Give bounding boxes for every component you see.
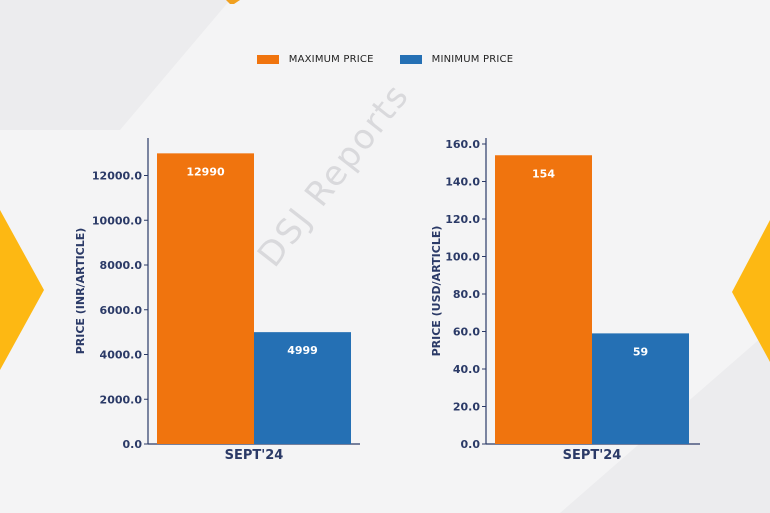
y-tick-label: 120.0 bbox=[445, 213, 480, 226]
bar-data-label: 12990 bbox=[186, 165, 225, 178]
y-axis-title: PRICE (INR/ARTICLE) bbox=[74, 228, 87, 355]
legend-item-max: MAXIMUM PRICE bbox=[256, 54, 374, 65]
x-category-label: SEPT'24 bbox=[225, 448, 284, 463]
y-tick-label: 8000.0 bbox=[100, 259, 143, 272]
y-tick-label: 140.0 bbox=[445, 176, 480, 189]
legend-swatch-min bbox=[399, 55, 422, 64]
x-category-label: SEPT'24 bbox=[563, 448, 622, 463]
bar-data-label: 154 bbox=[532, 167, 555, 180]
y-tick-label: 60.0 bbox=[453, 326, 480, 339]
y-tick-label: 0.0 bbox=[461, 438, 481, 451]
bar-data-label: 4999 bbox=[287, 344, 318, 357]
y-tick-label: 12000.0 bbox=[92, 170, 142, 183]
bar-maximum-price bbox=[157, 153, 254, 444]
y-tick-label: 40.0 bbox=[453, 363, 480, 376]
legend: MAXIMUM PRICE MINIMUM PRICE bbox=[0, 54, 770, 65]
chart-inr: 0.0 2000.0 4000.0 6000.0 8000.0 10000.0 12000.… bbox=[74, 138, 360, 463]
bar-minimum-price bbox=[592, 333, 689, 444]
y-tick-label: 80.0 bbox=[453, 288, 480, 301]
left-chevron-accent bbox=[0, 210, 44, 370]
legend-label-min: MINIMUM PRICE bbox=[431, 54, 514, 65]
legend-label-max: MAXIMUM PRICE bbox=[288, 54, 374, 65]
y-tick-label: 0.0 bbox=[123, 438, 143, 451]
legend-item-min: MINIMUM PRICE bbox=[399, 54, 514, 65]
bar-data-label: 59 bbox=[633, 345, 648, 358]
y-tick-label: 10000.0 bbox=[92, 214, 142, 227]
right-chevron-accent bbox=[732, 220, 770, 362]
top-accent bbox=[226, 0, 240, 4]
chart-usd: 0.0 20.0 40.0 60.0 80.0 100.0 120.0 140.0 160.0 P… bbox=[430, 138, 700, 463]
bar-minimum-price bbox=[254, 332, 351, 444]
y-tick-label: 160.0 bbox=[445, 138, 480, 151]
y-tick-label: 100.0 bbox=[445, 251, 480, 264]
legend-swatch-max bbox=[256, 55, 279, 64]
y-axis-title: PRICE (USD/ARTICLE) bbox=[430, 226, 443, 357]
y-tick-label: 2000.0 bbox=[100, 393, 143, 406]
y-tick-label: 4000.0 bbox=[100, 349, 143, 362]
y-tick-label: 6000.0 bbox=[100, 304, 143, 317]
y-tick-label: 20.0 bbox=[453, 401, 480, 414]
bar-maximum-price bbox=[495, 155, 592, 444]
